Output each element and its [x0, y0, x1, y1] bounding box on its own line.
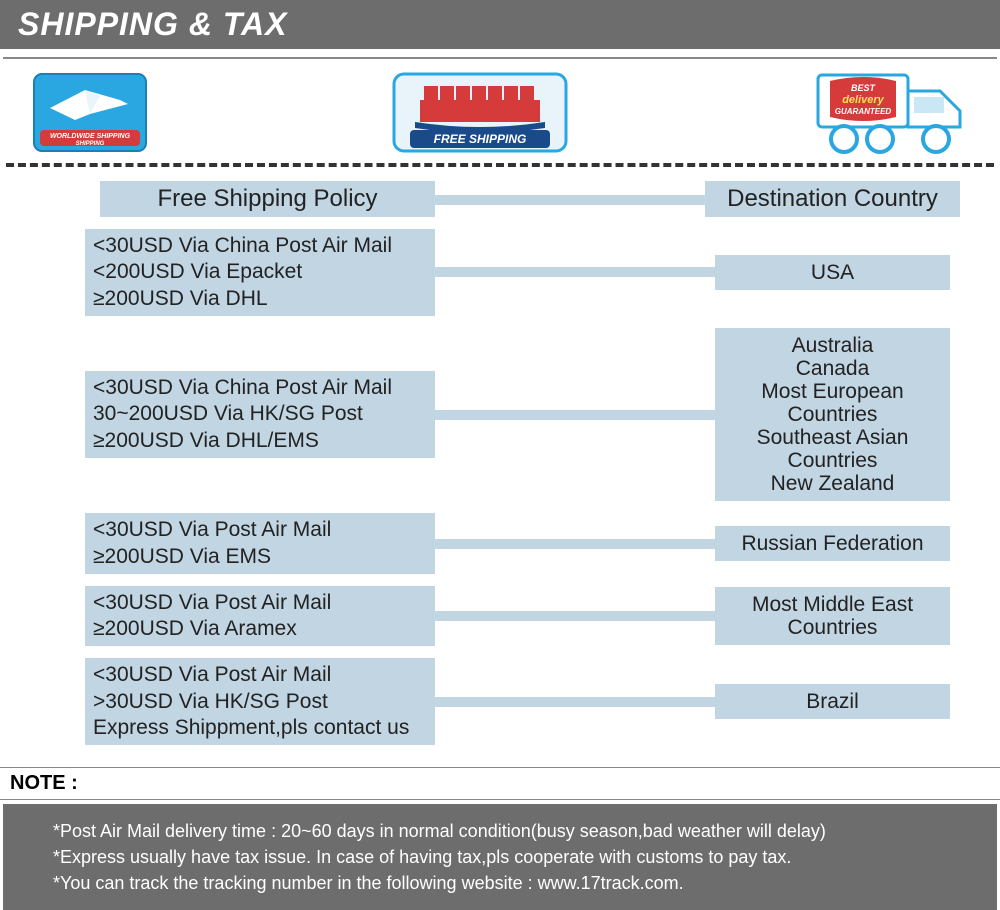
policy-line: Express Shippment,pls contact us — [93, 715, 427, 741]
delivery-truck-icon: BEST delivery GUARANTEED — [810, 67, 970, 157]
policy-table: Free Shipping Policy Destination Country… — [0, 167, 1000, 755]
connector — [435, 410, 715, 420]
connector — [435, 539, 715, 549]
policy-line: <200USD Via Epacket — [93, 259, 427, 285]
svg-text:SHIPPING: SHIPPING — [76, 141, 105, 147]
free-shipping-icon: FREE SHIPPING — [390, 70, 570, 155]
policy-line: ≥200USD Via DHL/EMS — [93, 428, 427, 454]
policy-row: <30USD Via Post Air Mail>30USD Via HK/SG… — [20, 658, 980, 745]
policy-cell: <30USD Via China Post Air Mail30~200USD … — [85, 371, 435, 458]
svg-text:WORLDWIDE SHIPPING: WORLDWIDE SHIPPING — [50, 133, 131, 140]
destination-cell: AustraliaCanadaMost European CountriesSo… — [715, 328, 950, 502]
destination-cell: USA — [715, 255, 950, 290]
policy-line: <30USD Via China Post Air Mail — [93, 375, 427, 401]
destination-line: Most European Countries — [719, 380, 946, 426]
destination-line: Russian Federation — [719, 532, 946, 555]
destination-cell: Brazil — [715, 684, 950, 719]
destination-line: New Zealand — [719, 472, 946, 495]
connector — [435, 697, 715, 707]
destination-line: Brazil — [719, 690, 946, 713]
destination-cell: Most Middle East Countries — [715, 587, 950, 645]
policy-line: ≥200USD Via Aramex — [93, 616, 427, 642]
policy-line: 30~200USD Via HK/SG Post — [93, 401, 427, 427]
policy-line: <30USD Via Post Air Mail — [93, 590, 427, 616]
policy-row: <30USD Via China Post Air Mail30~200USD … — [20, 328, 980, 502]
policy-cell: <30USD Via Post Air Mail≥200USD Via Aram… — [85, 586, 435, 647]
policy-line: >30USD Via HK/SG Post — [93, 689, 427, 715]
policy-row: <30USD Via China Post Air Mail<200USD Vi… — [20, 229, 980, 316]
connector — [435, 195, 705, 205]
policy-line: ≥200USD Via DHL — [93, 286, 427, 312]
connector — [435, 611, 715, 621]
svg-text:FREE SHIPPING: FREE SHIPPING — [434, 132, 527, 146]
destination-line: Australia — [719, 334, 946, 357]
destination-column-header: Destination Country — [705, 181, 960, 217]
note-body: *Post Air Mail delivery time : 20~60 day… — [3, 804, 997, 910]
shipping-icon-row: WORLDWIDE SHIPPING SHIPPING FREE SHIPPIN… — [0, 59, 1000, 163]
policy-line: <30USD Via Post Air Mail — [93, 662, 427, 688]
page-title: SHIPPING & TAX — [18, 6, 287, 42]
policy-column-header: Free Shipping Policy — [100, 181, 435, 217]
svg-text:GUARANTEED: GUARANTEED — [835, 107, 892, 116]
destination-line: Southeast Asian Countries — [719, 426, 946, 472]
worldwide-shipping-icon: WORLDWIDE SHIPPING SHIPPING — [30, 70, 150, 155]
policy-cell: <30USD Via Post Air Mail>30USD Via HK/SG… — [85, 658, 435, 745]
destination-line: USA — [719, 261, 946, 284]
policy-line: ≥200USD Via EMS — [93, 544, 427, 570]
column-headers: Free Shipping Policy Destination Country — [20, 181, 980, 217]
policy-row: <30USD Via Post Air Mail≥200USD Via EMS R… — [20, 513, 980, 574]
note-line: *Express usually have tax issue. In case… — [53, 844, 987, 870]
policy-cell: <30USD Via Post Air Mail≥200USD Via EMS — [85, 513, 435, 574]
connector — [435, 267, 715, 277]
destination-line: Most Middle East Countries — [719, 593, 946, 639]
page-title-bar: SHIPPING & TAX — [0, 0, 1000, 49]
destination-cell: Russian Federation — [715, 526, 950, 561]
policy-row: <30USD Via Post Air Mail≥200USD Via Aram… — [20, 586, 980, 647]
destination-line: Canada — [719, 357, 946, 380]
policy-line: <30USD Via Post Air Mail — [93, 517, 427, 543]
note-line: *You can track the tracking number in th… — [53, 870, 987, 896]
policy-cell: <30USD Via China Post Air Mail<200USD Vi… — [85, 229, 435, 316]
note-label: NOTE : — [0, 767, 1000, 800]
svg-text:delivery: delivery — [842, 94, 884, 106]
policy-line: <30USD Via China Post Air Mail — [93, 233, 427, 259]
note-line: *Post Air Mail delivery time : 20~60 day… — [53, 818, 987, 844]
svg-text:BEST: BEST — [851, 83, 877, 93]
